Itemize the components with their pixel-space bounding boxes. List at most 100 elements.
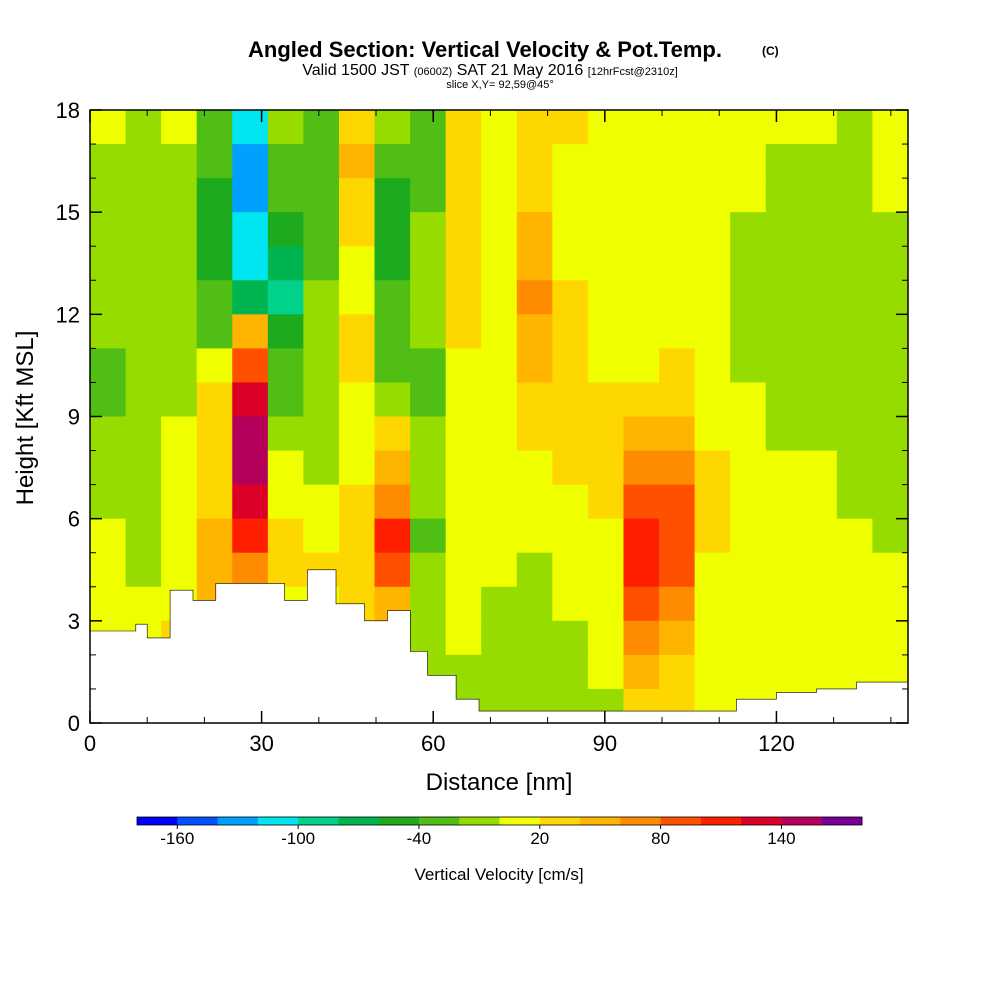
velocity-cell	[161, 382, 198, 418]
velocity-cell	[481, 586, 518, 622]
velocity-cell	[552, 620, 589, 656]
velocity-cell	[481, 144, 518, 179]
velocity-cell	[623, 654, 660, 690]
velocity-cell	[410, 620, 447, 656]
velocity-cell	[303, 212, 340, 247]
velocity-cell	[481, 484, 518, 520]
velocity-cell	[196, 450, 233, 486]
velocity-cell	[516, 144, 553, 179]
velocity-cell	[552, 314, 589, 349]
velocity-cell	[801, 416, 838, 452]
velocity-cell	[623, 246, 660, 281]
velocity-cell	[872, 518, 908, 554]
colorbar-swatch	[257, 817, 299, 825]
velocity-cell	[872, 416, 908, 452]
velocity-cell	[801, 450, 838, 486]
velocity-cell	[623, 586, 660, 622]
velocity-cell	[374, 416, 411, 452]
velocity-cell	[232, 382, 269, 418]
velocity-cell	[410, 178, 447, 213]
velocity-cell	[552, 144, 589, 179]
velocity-cell	[659, 212, 696, 247]
velocity-cell	[765, 348, 802, 384]
velocity-cell	[801, 144, 838, 179]
velocity-cell	[836, 314, 874, 349]
velocity-cell	[374, 178, 411, 213]
colorbar-frame	[136, 816, 863, 826]
velocity-cell	[552, 246, 589, 281]
velocity-cell	[125, 416, 162, 452]
velocity-cell	[232, 212, 269, 247]
velocity-cell	[694, 382, 731, 418]
velocity-cell	[872, 552, 908, 588]
velocity-cell	[765, 144, 802, 179]
x-tick-label: 60	[421, 731, 445, 756]
velocity-cell	[481, 348, 518, 384]
velocity-cell	[694, 110, 731, 145]
velocity-cell	[552, 280, 589, 315]
velocity-cell	[410, 450, 447, 486]
velocity-cell	[587, 450, 625, 486]
velocity-cell	[765, 586, 802, 622]
velocity-cell	[338, 212, 376, 247]
velocity-cell	[623, 280, 660, 315]
velocity-cell	[410, 416, 447, 452]
velocity-cell	[90, 246, 127, 281]
velocity-cell	[303, 280, 340, 315]
x-tick-label: 120	[758, 731, 795, 756]
velocity-cell	[659, 416, 696, 452]
chart-subtitle: Valid 1500 JST (0600Z) SAT 21 May 2016 […	[302, 62, 678, 79]
velocity-cell	[872, 484, 908, 520]
velocity-cell	[90, 144, 127, 179]
velocity-cell	[730, 212, 767, 247]
velocity-cell	[765, 518, 802, 554]
velocity-cell	[801, 348, 838, 384]
velocity-cell	[161, 212, 198, 247]
y-tick-label: 0	[68, 711, 80, 736]
velocity-cell	[623, 620, 660, 656]
velocity-cell	[730, 586, 767, 622]
velocity-cell	[338, 518, 376, 554]
velocity-cell	[338, 110, 376, 145]
velocity-cell	[765, 654, 802, 690]
velocity-cell	[410, 212, 447, 247]
velocity-cell	[232, 416, 269, 452]
axes: 0 30 60 90 120 0 3 6 9 12 15 18	[56, 98, 908, 756]
velocity-cell	[303, 314, 340, 349]
colorbar-swatch	[177, 817, 218, 825]
velocity-cell	[90, 348, 127, 384]
velocity-cell	[623, 484, 660, 520]
velocity-cell	[410, 144, 447, 179]
velocity-cell	[587, 348, 625, 384]
velocity-cell	[445, 484, 482, 520]
colorbar-swatch	[781, 817, 823, 825]
velocity-cell	[232, 450, 269, 486]
velocity-cell	[481, 450, 518, 486]
velocity-cell	[481, 178, 518, 213]
velocity-cell	[801, 246, 838, 281]
velocity-cell	[587, 654, 625, 690]
velocity-cell	[267, 280, 304, 315]
velocity-cell	[267, 144, 304, 179]
velocity-cell	[303, 178, 340, 213]
velocity-cell	[659, 144, 696, 179]
velocity-cell	[338, 450, 376, 486]
velocity-cell	[872, 178, 908, 213]
velocity-cell	[694, 348, 731, 384]
velocity-cell	[587, 382, 625, 418]
velocity-cell	[836, 586, 874, 622]
velocity-cell	[765, 620, 802, 656]
velocity-cell	[374, 280, 411, 315]
velocity-cell	[872, 586, 908, 622]
velocity-cell	[587, 144, 625, 179]
velocity-cell	[587, 178, 625, 213]
velocity-cell	[267, 314, 304, 349]
velocity-cell	[587, 212, 625, 247]
velocity-cell	[801, 552, 838, 588]
velocity-cell	[125, 110, 162, 145]
velocity-cell	[694, 314, 731, 349]
velocity-cell	[410, 552, 447, 588]
velocity-cell	[765, 246, 802, 281]
velocity-cell	[587, 586, 625, 622]
velocity-cell	[410, 246, 447, 281]
